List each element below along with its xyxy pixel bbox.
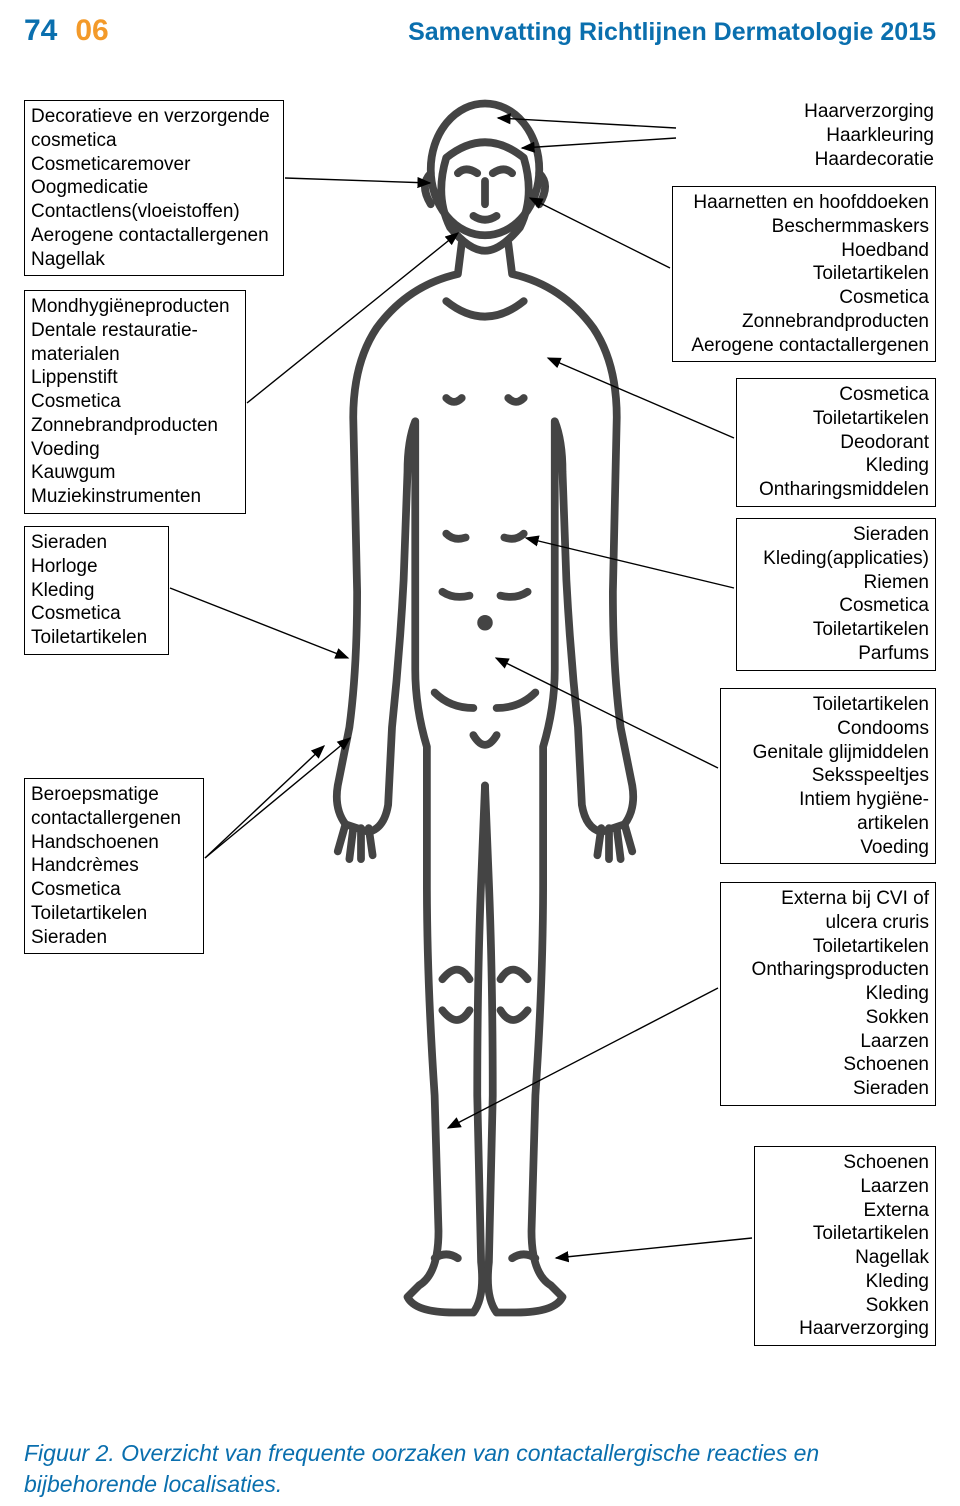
- label-box-leg: Externa bij CVI ofulcera crurisToiletart…: [720, 882, 936, 1106]
- page-number: 74: [24, 14, 57, 48]
- label-box-face: Decoratieve en verzorgendecosmeticaCosme…: [24, 100, 284, 276]
- label-box-mouth: MondhygiëneproductenDentale restauratie-…: [24, 290, 246, 514]
- caption-text: Overzicht van frequente oorzaken van con…: [24, 1440, 819, 1497]
- figure-caption: Figuur 2. Overzicht van frequente oorzak…: [24, 1438, 936, 1500]
- label-box-armpit: CosmeticaToiletartikelenDeodorantKleding…: [736, 378, 936, 507]
- label-box-head: Haarnetten en hoofddoekenBeschermmaskers…: [672, 186, 936, 362]
- label-box-genital: ToiletartikelenCondoomsGenitale glijmidd…: [720, 688, 936, 864]
- caption-label: Figuur 2.: [24, 1440, 115, 1466]
- body-diagram: Decoratieve en verzorgendecosmeticaCosme…: [0, 58, 960, 1388]
- section-number: 06: [75, 14, 108, 48]
- label-box-hand: BeroepsmatigecontactallergenenHandschoen…: [24, 778, 204, 954]
- label-box-trunk: SieradenKleding(applicaties)RiemenCosmet…: [736, 518, 936, 671]
- header-title: Samenvatting Richtlijnen Dermatologie 20…: [408, 18, 936, 47]
- page-header: 74 06 Samenvatting Richtlijnen Dermatolo…: [0, 0, 960, 58]
- label-box-wrist: SieradenHorlogeKledingCosmeticaToiletart…: [24, 526, 169, 655]
- label-box-foot: SchoenenLaarzenExternaToiletartikelenNag…: [754, 1146, 936, 1346]
- label-hair: HaarverzorgingHaarkleuringHaardecoratie: [680, 100, 934, 171]
